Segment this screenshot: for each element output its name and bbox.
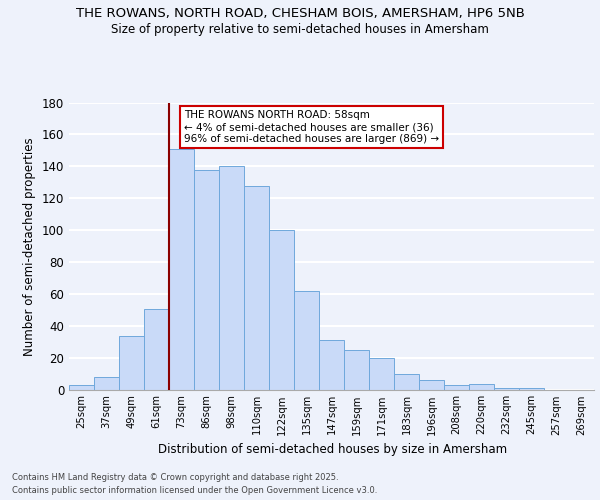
Bar xyxy=(119,336,144,390)
Bar xyxy=(244,186,269,390)
Bar xyxy=(394,374,419,390)
Bar xyxy=(319,340,344,390)
Text: Size of property relative to semi-detached houses in Amersham: Size of property relative to semi-detach… xyxy=(111,22,489,36)
Bar xyxy=(419,380,444,390)
Bar xyxy=(94,377,119,390)
Text: Contains HM Land Registry data © Crown copyright and database right 2025.: Contains HM Land Registry data © Crown c… xyxy=(12,472,338,482)
Bar xyxy=(269,230,294,390)
Text: THE ROWANS NORTH ROAD: 58sqm
← 4% of semi-detached houses are smaller (36)
96% o: THE ROWANS NORTH ROAD: 58sqm ← 4% of sem… xyxy=(184,110,439,144)
Bar xyxy=(494,388,519,390)
Bar xyxy=(294,291,319,390)
Bar xyxy=(369,358,394,390)
Text: THE ROWANS, NORTH ROAD, CHESHAM BOIS, AMERSHAM, HP6 5NB: THE ROWANS, NORTH ROAD, CHESHAM BOIS, AM… xyxy=(76,8,524,20)
Text: Distribution of semi-detached houses by size in Amersham: Distribution of semi-detached houses by … xyxy=(158,442,508,456)
Bar xyxy=(169,149,194,390)
Bar xyxy=(219,166,244,390)
Bar xyxy=(444,385,469,390)
Bar xyxy=(469,384,494,390)
Y-axis label: Number of semi-detached properties: Number of semi-detached properties xyxy=(23,137,36,356)
Bar xyxy=(144,308,169,390)
Bar xyxy=(344,350,369,390)
Bar xyxy=(519,388,544,390)
Bar xyxy=(194,170,219,390)
Text: Contains public sector information licensed under the Open Government Licence v3: Contains public sector information licen… xyxy=(12,486,377,495)
Bar xyxy=(69,385,94,390)
